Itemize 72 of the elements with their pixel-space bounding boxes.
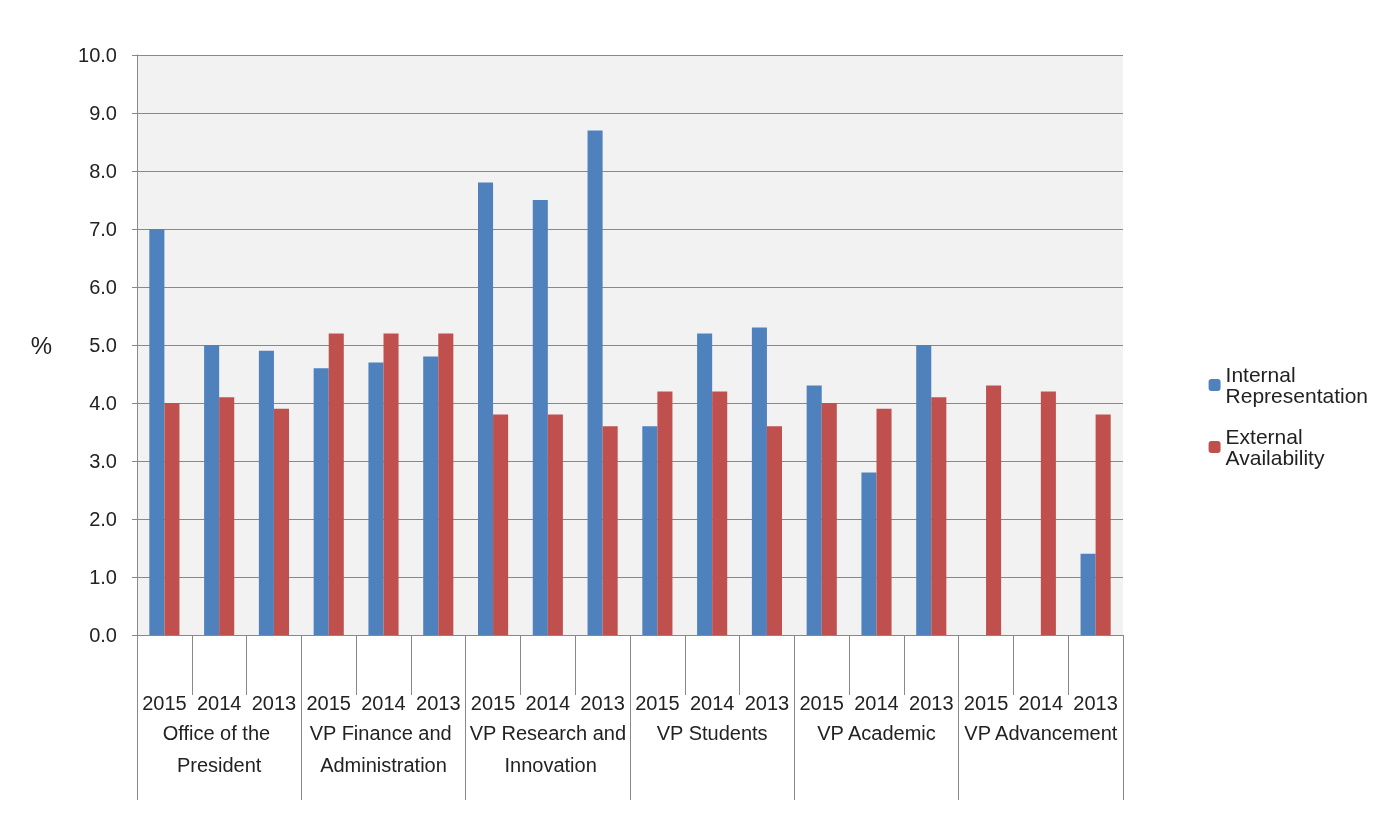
- bar: [1095, 414, 1111, 635]
- y-tick-label: 6.0: [89, 276, 117, 298]
- x-tick-label: 2014: [525, 692, 571, 714]
- y-tick-label: 1.0: [89, 566, 117, 588]
- bar: [273, 408, 290, 635]
- bar: [313, 368, 329, 635]
- bar: [219, 397, 235, 635]
- x-tick-label: 2015: [142, 692, 187, 714]
- bar: [602, 426, 618, 635]
- x-tick-label: 2015: [470, 692, 516, 714]
- y-tick-label: 4.0: [89, 392, 117, 414]
- legend-label: Internal Representation: [1225, 363, 1369, 407]
- x-tick-label: 2013: [744, 692, 790, 714]
- x-tick-label: 2014: [689, 692, 735, 714]
- text: VP Students: [656, 722, 768, 744]
- x-tick-label: 2013: [909, 692, 954, 714]
- bar: [876, 408, 892, 635]
- bar: [149, 229, 165, 635]
- y-tick-label: 5.0: [89, 334, 117, 356]
- bar: [751, 327, 767, 635]
- y-axis-title: %: [30, 331, 52, 359]
- bar: [587, 130, 603, 635]
- y-tick-label: 7.0: [89, 218, 117, 240]
- bar: [368, 362, 384, 635]
- bar: [328, 333, 344, 635]
- text: VP Research and Innovation: [469, 722, 627, 776]
- bar: [697, 333, 713, 635]
- bar: [712, 391, 728, 635]
- bar: [383, 333, 399, 635]
- bar: [931, 397, 947, 635]
- text: VP Advancement: [964, 722, 1118, 744]
- y-tick-label: 10.0: [78, 44, 117, 66]
- bar: [493, 414, 509, 635]
- bar: [861, 472, 877, 635]
- bar: [1040, 391, 1056, 635]
- bar: [642, 426, 658, 635]
- y-tick-label: 3.0: [89, 450, 117, 472]
- bar: [164, 403, 180, 635]
- x-tick-label: 2013: [580, 692, 625, 714]
- x-tick-label: 2013: [416, 692, 461, 714]
- text: VP Academic: [817, 722, 936, 744]
- legend-label: External Availability: [1225, 425, 1325, 469]
- bar: [1080, 553, 1096, 635]
- text: VP Finance and Administration: [309, 722, 458, 776]
- bar: [438, 333, 454, 635]
- y-tick-label: 9.0: [89, 102, 117, 124]
- x-tick-label: 2015: [635, 692, 680, 714]
- bar: [657, 391, 673, 635]
- x-tick-label: 2014: [1018, 692, 1064, 714]
- x-tick-label: 2014: [196, 692, 242, 714]
- x-tick-label: 2015: [799, 692, 844, 714]
- bar: [258, 350, 274, 635]
- y-tick-label: 2.0: [89, 508, 117, 530]
- bar: [821, 403, 837, 635]
- bar: [766, 426, 783, 635]
- x-tick-label: 2014: [361, 692, 406, 714]
- x-tick-label: 2014: [854, 692, 899, 714]
- x-tick-label: 2013: [251, 692, 297, 714]
- bar: [547, 414, 563, 635]
- x-tick-label: 2013: [1073, 692, 1118, 714]
- y-tick-label: 0.0: [89, 624, 117, 646]
- bar: [986, 385, 1002, 635]
- bar: [916, 345, 932, 635]
- bar: [532, 200, 548, 635]
- x-tick-label: 2015: [306, 692, 351, 714]
- bar: [477, 182, 494, 635]
- x-tick-label: 2015: [963, 692, 1009, 714]
- bar: [806, 385, 822, 635]
- bar: [423, 356, 439, 635]
- bar: [204, 345, 220, 635]
- y-tick-label: 8.0: [89, 160, 117, 182]
- text: Office of the President: [162, 722, 276, 776]
